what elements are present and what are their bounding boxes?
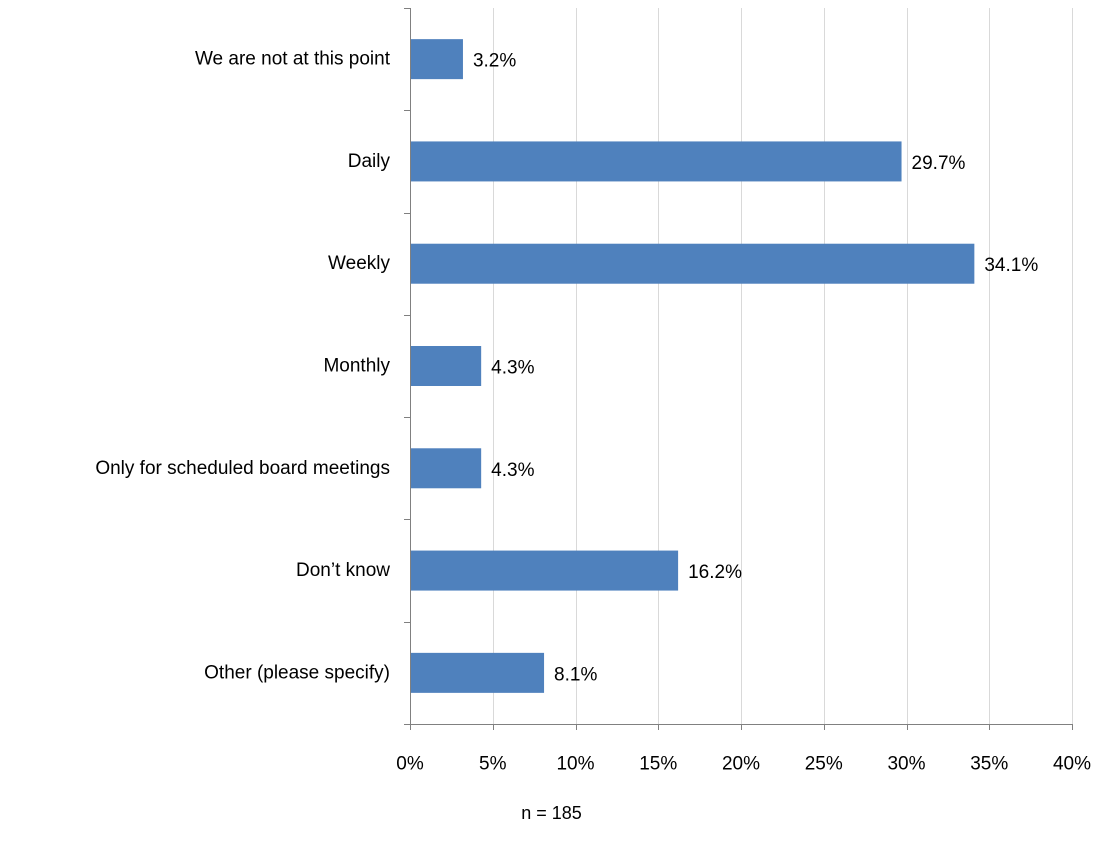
bar — [411, 141, 902, 182]
x-tick-label: 25% — [805, 754, 843, 775]
bar — [411, 448, 482, 489]
bar — [411, 550, 679, 591]
category-label: Don’t know — [296, 560, 390, 581]
x-tick-labels: 0% 5% 10% 15% 20% 25% 30% 35% 40% — [396, 754, 1091, 775]
data-label: 4.3% — [491, 460, 534, 481]
x-tick-label: 40% — [1053, 754, 1091, 775]
x-tick-label: 30% — [887, 754, 925, 775]
data-label: 3.2% — [473, 51, 516, 72]
x-tick-label: 15% — [639, 754, 677, 775]
data-label: 16.2% — [688, 562, 742, 583]
x-tick-label: 35% — [970, 754, 1008, 775]
axes — [404, 8, 1073, 730]
bar — [411, 652, 545, 693]
bar — [411, 39, 463, 80]
bar — [411, 346, 482, 386]
x-tick-label: 0% — [396, 754, 424, 775]
category-label: Monthly — [323, 356, 390, 377]
category-label: Daily — [348, 151, 391, 172]
category-label: Only for scheduled board meetings — [95, 458, 390, 479]
bars — [411, 39, 975, 693]
data-label: 29.7% — [912, 153, 966, 174]
data-label: 8.1% — [554, 664, 597, 685]
category-label: Other (please specify) — [204, 662, 390, 683]
x-tick-label: 5% — [479, 754, 507, 775]
data-labels: 3.2% 29.7% 34.1% 4.3% 4.3% 16.2% 8.1% — [473, 51, 1038, 686]
gridlines — [493, 8, 1073, 724]
category-label: We are not at this point — [195, 49, 391, 70]
data-label: 4.3% — [491, 358, 534, 379]
x-tick-label: 20% — [722, 754, 760, 775]
x-tick-label: 10% — [556, 754, 594, 775]
category-label: Weekly — [328, 253, 390, 274]
category-labels: We are not at this point Daily Weekly Month… — [95, 49, 390, 684]
data-label: 34.1% — [984, 255, 1038, 276]
sample-size-note: n = 185 — [521, 803, 582, 823]
bar — [411, 243, 975, 284]
